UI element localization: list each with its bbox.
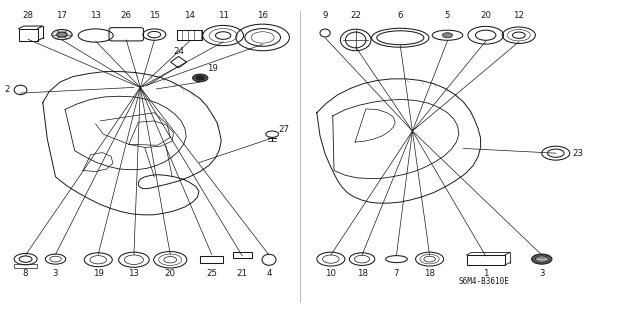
Circle shape [52,30,72,40]
Text: 3: 3 [539,269,545,278]
Text: 28: 28 [22,11,34,20]
Text: 19: 19 [207,64,218,73]
Text: 14: 14 [184,11,195,20]
Text: 17: 17 [56,11,67,20]
Text: 9: 9 [323,11,328,20]
Circle shape [193,74,208,82]
Bar [200,256,223,263]
Text: 26: 26 [121,11,132,20]
Bar [14,264,37,268]
Circle shape [196,76,205,80]
Text: 22: 22 [350,11,361,20]
Text: 18: 18 [424,269,435,278]
Text: 13: 13 [90,11,101,20]
Text: 12: 12 [513,11,524,20]
Text: 7: 7 [394,269,399,278]
Text: 1: 1 [483,269,488,278]
Bar [177,30,202,40]
Text: 5: 5 [445,11,450,20]
Text: 15: 15 [149,11,160,20]
Text: 3: 3 [53,269,58,278]
Text: 4: 4 [266,269,272,278]
Text: 27: 27 [278,125,289,134]
Text: 21: 21 [237,269,248,278]
Text: 19: 19 [93,269,104,278]
Text: 23: 23 [572,149,583,158]
Circle shape [57,32,67,37]
Text: S6M4-B3610E: S6M4-B3610E [459,277,510,286]
Bar [467,255,505,265]
Text: 16: 16 [257,11,268,20]
Circle shape [532,254,552,264]
Bar [19,29,38,41]
Circle shape [442,33,452,38]
Text: 20: 20 [480,11,491,20]
Text: 6: 6 [397,11,403,20]
Text: 18: 18 [356,269,367,278]
Text: 11: 11 [218,11,228,20]
Text: 10: 10 [325,269,337,278]
Bar [233,252,252,258]
Text: 2: 2 [5,85,10,94]
Text: 24: 24 [173,48,184,56]
Text: 20: 20 [164,269,176,278]
Text: 13: 13 [129,269,140,278]
Circle shape [536,256,548,262]
Text: 8: 8 [23,269,28,278]
Text: 25: 25 [206,269,217,278]
